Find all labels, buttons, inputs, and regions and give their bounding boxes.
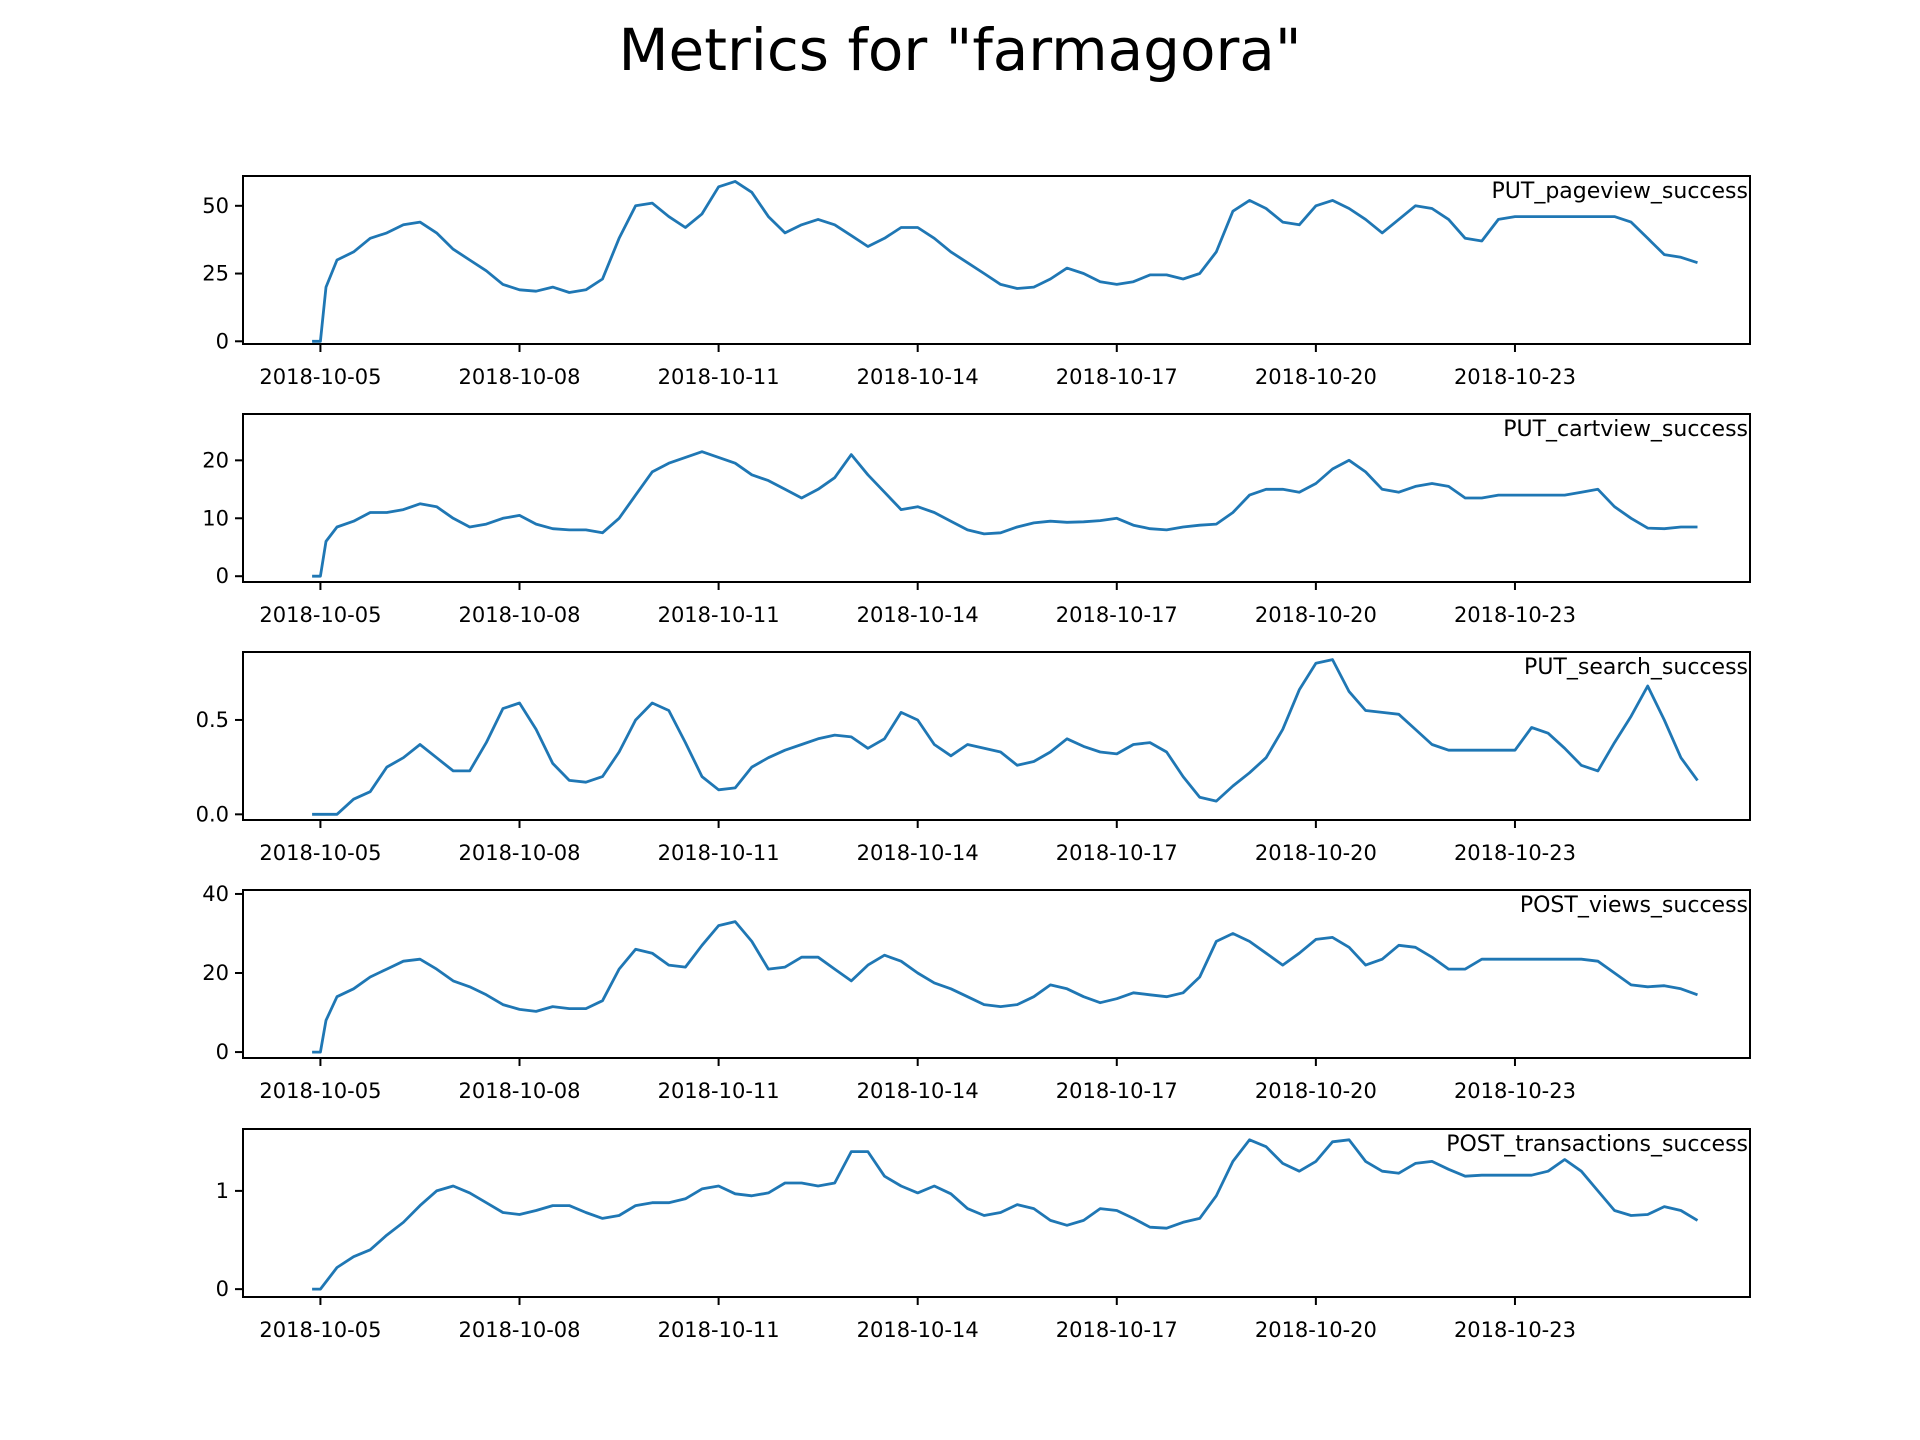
x-tick-label: 2018-10-08 — [458, 841, 580, 865]
subplot-4: 2018-10-05 2018-10-08 2018-10-11 2018-10-14… — [202, 882, 1751, 1103]
x-tick-label: 2018-10-08 — [458, 365, 580, 389]
y-tick-label: 0.5 — [196, 708, 229, 732]
x-tick-label: 2018-10-23 — [1454, 841, 1576, 865]
x-tick-label: 2018-10-05 — [259, 603, 381, 627]
axes-frame — [242, 1128, 1751, 1298]
x-tick-label: 2018-10-23 — [1454, 365, 1576, 389]
subplot-3: 2018-10-05 2018-10-08 2018-10-11 2018-10-14… — [196, 651, 1751, 865]
series-line — [312, 450, 1698, 578]
x-tick-label: 2018-10-05 — [259, 841, 381, 865]
y-tick-label: 50 — [202, 194, 229, 218]
x-tick-label: 2018-10-17 — [1056, 603, 1178, 627]
x-tick-label: 2018-10-17 — [1056, 841, 1178, 865]
y-tick-label: 0.0 — [196, 802, 229, 826]
subplot-2: 2018-10-05 2018-10-08 2018-10-11 2018-10-14… — [202, 413, 1751, 627]
y-tick-label: 20 — [202, 448, 229, 472]
x-tick-label: 2018-10-08 — [458, 1318, 580, 1342]
x-tick-label: 2018-10-20 — [1255, 1318, 1377, 1342]
x-tick-label: 2018-10-11 — [658, 365, 780, 389]
x-tick-label: 2018-10-05 — [259, 365, 381, 389]
x-tick-label: 2018-10-17 — [1056, 365, 1178, 389]
y-tick-label: 1 — [216, 1179, 229, 1203]
x-tick-label: 2018-10-14 — [857, 603, 979, 627]
subplot-title: POST_views_success — [1520, 893, 1748, 918]
series-line — [312, 920, 1698, 1054]
axes-frame — [242, 651, 1751, 821]
x-tick-label: 2018-10-20 — [1255, 1079, 1377, 1103]
axes-frame — [242, 413, 1751, 583]
x-tick-label: 2018-10-14 — [857, 365, 979, 389]
figure-title: Metrics for "farmagora" — [618, 16, 1302, 84]
y-tick-label: 25 — [202, 262, 229, 286]
x-tick-label: 2018-10-20 — [1255, 841, 1377, 865]
subplot-title: PUT_cartview_success — [1503, 417, 1748, 442]
y-tick-label: 0 — [216, 564, 229, 588]
subplot-title: PUT_pageview_success — [1492, 179, 1748, 204]
series-line — [312, 658, 1699, 816]
x-tick-label: 2018-10-23 — [1454, 1318, 1576, 1342]
x-tick-label: 2018-10-20 — [1255, 365, 1377, 389]
x-tick-label: 2018-10-08 — [458, 603, 580, 627]
series-line — [312, 1138, 1699, 1291]
y-tick-label: 10 — [202, 506, 229, 530]
x-tick-label: 2018-10-20 — [1255, 603, 1377, 627]
x-tick-label: 2018-10-11 — [658, 841, 780, 865]
x-tick-label: 2018-10-17 — [1056, 1318, 1178, 1342]
x-tick-label: 2018-10-14 — [857, 1318, 979, 1342]
x-tick-label: 2018-10-14 — [857, 841, 979, 865]
subplot-1: 2018-10-05 2018-10-08 2018-10-11 2018-10-14… — [202, 175, 1751, 389]
y-tick-label: 0 — [216, 1277, 229, 1301]
series-line — [312, 179, 1698, 343]
x-tick-label: 2018-10-17 — [1056, 1079, 1178, 1103]
x-tick-label: 2018-10-08 — [458, 1079, 580, 1103]
x-tick-label: 2018-10-05 — [259, 1318, 381, 1342]
x-tick-label: 2018-10-11 — [658, 603, 780, 627]
y-tick-label: 40 — [202, 882, 229, 906]
x-tick-label: 2018-10-05 — [259, 1079, 381, 1103]
x-tick-label: 2018-10-11 — [658, 1318, 780, 1342]
x-tick-label: 2018-10-14 — [857, 1079, 979, 1103]
subplot-title: POST_transactions_success — [1446, 1132, 1748, 1157]
subplot-5: 2018-10-05 2018-10-08 2018-10-11 2018-10-14… — [216, 1128, 1751, 1342]
y-tick-label: 0 — [216, 329, 229, 353]
y-tick-label: 20 — [202, 961, 229, 985]
y-tick-label: 0 — [216, 1040, 229, 1064]
subplot-title: PUT_search_success — [1524, 655, 1748, 680]
axes-frame — [242, 175, 1751, 345]
x-tick-label: 2018-10-23 — [1454, 1079, 1576, 1103]
x-tick-label: 2018-10-23 — [1454, 603, 1576, 627]
x-tick-label: 2018-10-11 — [658, 1079, 780, 1103]
